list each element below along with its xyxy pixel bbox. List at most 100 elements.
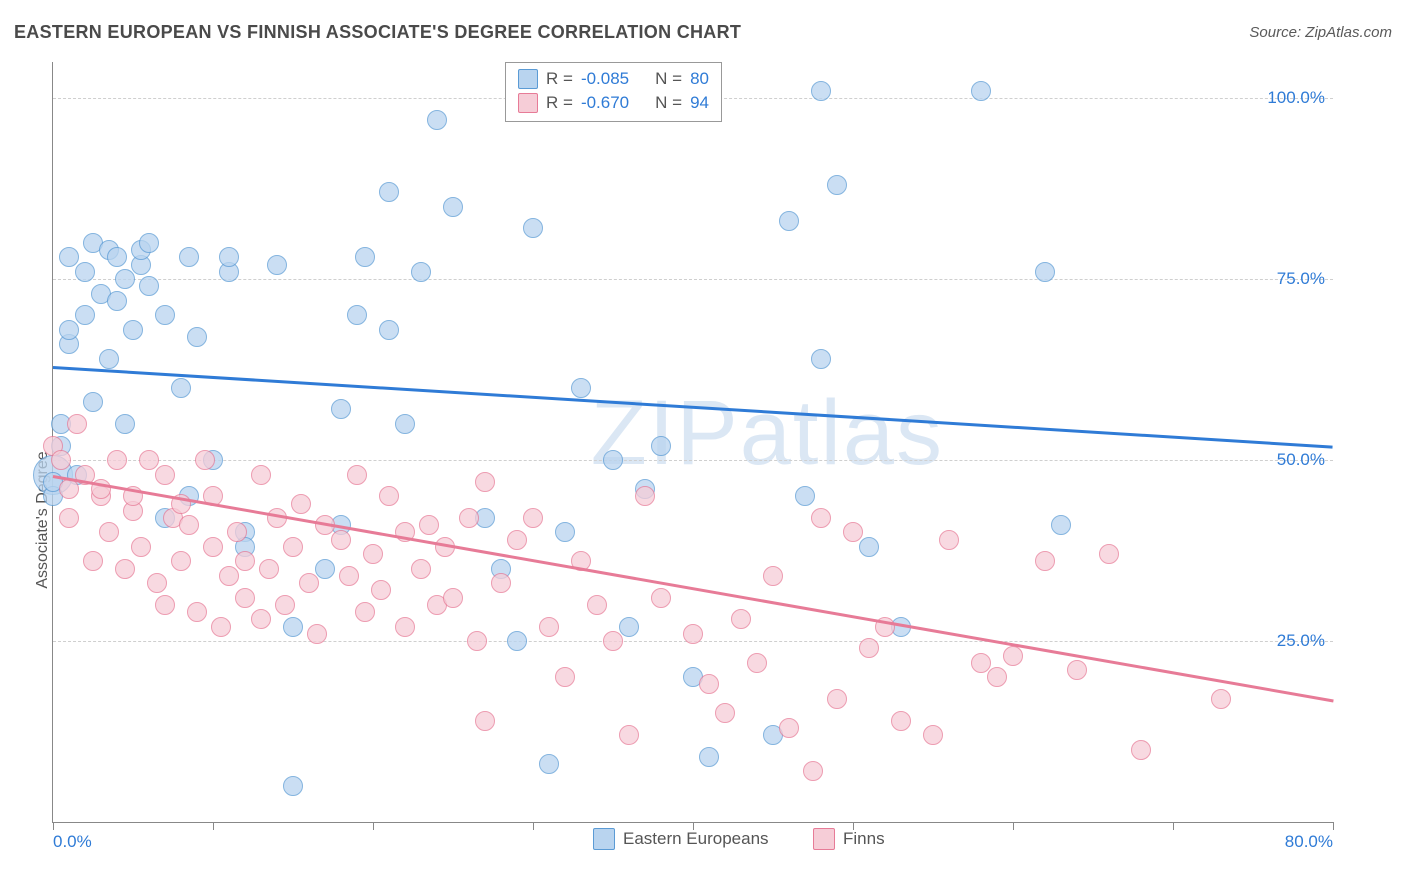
scatter-point: [1067, 660, 1087, 680]
scatter-point: [155, 465, 175, 485]
scatter-point: [131, 537, 151, 557]
scatter-point: [411, 262, 431, 282]
scatter-point: [259, 559, 279, 579]
x-tick: [1333, 822, 1334, 830]
scatter-point: [51, 450, 71, 470]
scatter-point: [539, 754, 559, 774]
scatter-point: [459, 508, 479, 528]
scatter-point: [307, 624, 327, 644]
scatter-point: [139, 450, 159, 470]
legend-swatch: [813, 828, 835, 850]
scatter-point: [779, 718, 799, 738]
scatter-point: [715, 703, 735, 723]
scatter-point: [59, 508, 79, 528]
scatter-point: [507, 530, 527, 550]
x-tick: [1013, 822, 1014, 830]
scatter-point: [379, 182, 399, 202]
scatter-point: [355, 247, 375, 267]
scatter-point: [315, 559, 335, 579]
scatter-point: [99, 522, 119, 542]
stat-n-value: 94: [690, 91, 709, 115]
scatter-point: [75, 305, 95, 325]
scatter-point: [971, 81, 991, 101]
scatter-point: [171, 551, 191, 571]
legend-swatch: [518, 93, 538, 113]
scatter-point: [475, 711, 495, 731]
scatter-point: [235, 588, 255, 608]
x-tick: [533, 822, 534, 830]
scatter-point: [371, 580, 391, 600]
scatter-point: [651, 436, 671, 456]
scatter-point: [123, 320, 143, 340]
scatter-point: [267, 255, 287, 275]
legend-swatch: [518, 69, 538, 89]
scatter-point: [811, 508, 831, 528]
scatter-point: [555, 522, 575, 542]
scatter-point: [827, 689, 847, 709]
scatter-point: [227, 522, 247, 542]
stat-r-label: R =: [546, 91, 573, 115]
scatter-point: [83, 551, 103, 571]
scatter-point: [763, 566, 783, 586]
legend-swatch: [593, 828, 615, 850]
source-attribution: Source: ZipAtlas.com: [1249, 24, 1392, 41]
scatter-point: [187, 327, 207, 347]
scatter-point: [331, 530, 351, 550]
scatter-point: [107, 291, 127, 311]
scatter-point: [299, 573, 319, 593]
y-tick-label: 25.0%: [1277, 631, 1325, 651]
scatter-point: [379, 320, 399, 340]
chart-frame: EASTERN EUROPEAN VS FINNISH ASSOCIATE'S …: [0, 0, 1406, 892]
scatter-point: [731, 609, 751, 629]
scatter-point: [651, 588, 671, 608]
y-tick-label: 50.0%: [1277, 450, 1325, 470]
scatter-point: [891, 711, 911, 731]
stat-r-label: R =: [546, 67, 573, 91]
scatter-point: [395, 414, 415, 434]
scatter-point: [971, 653, 991, 673]
scatter-point: [587, 595, 607, 615]
x-tick: [1173, 822, 1174, 830]
plot-area: ZIPatlas 25.0%50.0%75.0%100.0%0.0%80.0%R…: [52, 62, 1333, 823]
scatter-point: [811, 349, 831, 369]
scatter-point: [339, 566, 359, 586]
scatter-point: [155, 305, 175, 325]
scatter-point: [107, 450, 127, 470]
stat-n-value: 80: [690, 67, 709, 91]
scatter-point: [115, 269, 135, 289]
scatter-point: [203, 537, 223, 557]
x-tick: [213, 822, 214, 830]
scatter-point: [363, 544, 383, 564]
scatter-point: [411, 559, 431, 579]
scatter-point: [635, 486, 655, 506]
scatter-point: [99, 349, 119, 369]
scatter-point: [475, 472, 495, 492]
stat-r-value: -0.085: [581, 67, 629, 91]
scatter-point: [115, 559, 135, 579]
scatter-point: [1211, 689, 1231, 709]
scatter-point: [419, 515, 439, 535]
scatter-point: [355, 602, 375, 622]
scatter-point: [67, 414, 87, 434]
scatter-point: [75, 262, 95, 282]
legend-item: Finns: [813, 828, 885, 850]
scatter-point: [235, 551, 255, 571]
scatter-point: [699, 674, 719, 694]
scatter-point: [555, 667, 575, 687]
scatter-point: [571, 378, 591, 398]
scatter-point: [843, 522, 863, 542]
scatter-point: [59, 320, 79, 340]
scatter-point: [115, 414, 135, 434]
scatter-point: [275, 595, 295, 615]
scatter-point: [139, 233, 159, 253]
stats-row: R =-0.085N =80: [518, 67, 709, 91]
x-tick-label: 0.0%: [53, 832, 92, 852]
scatter-point: [523, 508, 543, 528]
scatter-point: [1131, 740, 1151, 760]
source-name: ZipAtlas.com: [1305, 24, 1392, 41]
scatter-point: [803, 761, 823, 781]
trend-line: [53, 366, 1333, 448]
scatter-point: [179, 247, 199, 267]
scatter-point: [1051, 515, 1071, 535]
scatter-point: [795, 486, 815, 506]
